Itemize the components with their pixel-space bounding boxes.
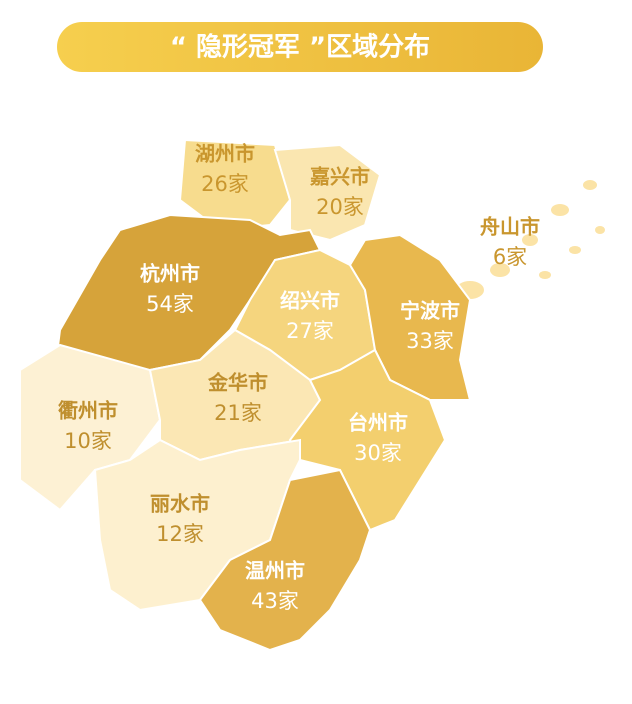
region-name: 丽水市: [150, 492, 210, 516]
region-count: 10家: [64, 429, 112, 453]
region-count: 6家: [493, 245, 527, 269]
region-wenzhou: [198, 468, 372, 652]
region-count: 30家: [354, 441, 402, 465]
region-name: 温州市: [245, 559, 305, 583]
region-count: 26家: [201, 172, 249, 196]
region-count: 20家: [316, 195, 364, 219]
region-count: 43家: [251, 589, 299, 613]
region-name: 绍兴市: [280, 289, 340, 313]
region-count: 21家: [214, 401, 262, 425]
region-count: 54家: [146, 292, 194, 316]
title-banner: [57, 22, 543, 72]
region-name: 衢州市: [58, 399, 118, 423]
region-name: 舟山市: [480, 215, 540, 239]
region-count: 27家: [286, 319, 334, 343]
region-zhoushan: [456, 180, 605, 299]
region-name: 宁波市: [400, 299, 460, 323]
region-huzhou: [178, 138, 292, 232]
region-name: 金华市: [207, 371, 268, 395]
region-name: 杭州市: [140, 262, 200, 286]
regions: [19, 138, 605, 652]
region-name: 湖州市: [195, 142, 255, 166]
title: “ 隐形冠军 ”区域分布: [170, 33, 430, 63]
region-name: 台州市: [348, 411, 408, 435]
region-name: 嘉兴市: [309, 165, 370, 189]
region-jiaxing: [273, 143, 382, 242]
region-count: 12家: [156, 522, 204, 546]
region-count: 33家: [406, 329, 454, 353]
